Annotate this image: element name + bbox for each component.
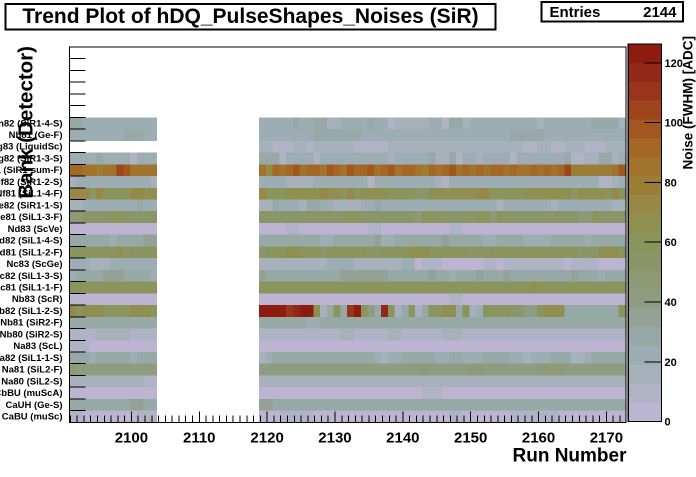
svg-text:Nb82 (SiL1-2-S): Nb82 (SiL1-2-S) (0, 306, 63, 317)
svg-text:CbBU (muScA): CbBU (muScA) (0, 388, 63, 399)
svg-text:Noise (FWHM) [ADC]: Noise (FWHM) [ADC] (681, 36, 696, 169)
svg-text:2140: 2140 (386, 430, 419, 447)
svg-text:Nd81 (SiL1-2-F): Nd81 (SiL1-2-F) (0, 247, 63, 258)
svg-text:Ng81 (SiR1-sum-F): Ng81 (SiR1-sum-F) (0, 165, 63, 176)
svg-text:Ne81 (SiL1-3-F): Ne81 (SiL1-3-F) (0, 212, 63, 223)
svg-text:2170: 2170 (590, 430, 623, 447)
svg-text:2144: 2144 (643, 4, 677, 21)
svg-text:Nc82 (SiL1-3-S): Nc82 (SiL1-3-S) (0, 271, 63, 282)
svg-text:Nb81 (SiR2-F): Nb81 (SiR2-F) (0, 318, 62, 329)
svg-text:Nb83 (ScR): Nb83 (ScR) (12, 294, 63, 305)
svg-text:Nc83 (ScGe): Nc83 (ScGe) (7, 259, 63, 270)
svg-text:Trend Plot of hDQ_PulseShapes_: Trend Plot of hDQ_PulseShapes_Noises (Si… (22, 5, 478, 28)
svg-text:20: 20 (665, 357, 677, 369)
svg-text:40: 40 (665, 297, 677, 309)
svg-text:CaBU (muSc): CaBU (muSc) (2, 412, 63, 423)
svg-text:Ng82 (SiR1-3-S): Ng82 (SiR1-3-S) (0, 153, 63, 164)
svg-text:2130: 2130 (318, 430, 351, 447)
svg-text:Bank (Detector): Bank (Detector) (15, 46, 38, 199)
svg-text:CaUH (Ge-S): CaUH (Ge-S) (5, 400, 62, 411)
svg-text:2150: 2150 (454, 430, 487, 447)
svg-text:2110: 2110 (183, 430, 216, 447)
svg-text:2120: 2120 (250, 430, 283, 447)
svg-text:Nh81 (Ge-F): Nh81 (Ge-F) (9, 130, 63, 141)
svg-text:0: 0 (665, 417, 671, 429)
svg-text:2100: 2100 (115, 430, 148, 447)
svg-text:Ng83 (LiquidSc): Ng83 (LiquidSc) (0, 142, 63, 153)
svg-text:Nf82 (SiR1-2-S): Nf82 (SiR1-2-S) (0, 177, 63, 188)
svg-text:Ne82 (SiR1-1-S): Ne82 (SiR1-1-S) (0, 200, 63, 211)
svg-text:Nf81 (SiL1-4-F): Nf81 (SiL1-4-F) (0, 189, 63, 200)
svg-text:Entries: Entries (550, 4, 601, 21)
svg-text:Na80 (SiL2-S): Na80 (SiL2-S) (1, 376, 62, 387)
svg-text:Nb80 (SiR2-S): Nb80 (SiR2-S) (0, 329, 63, 340)
svg-text:60: 60 (665, 237, 677, 249)
svg-text:2160: 2160 (522, 430, 555, 447)
svg-text:100: 100 (665, 118, 683, 130)
svg-text:120: 120 (665, 58, 683, 70)
svg-text:Nd83 (ScVe): Nd83 (ScVe) (8, 224, 63, 235)
svg-text:Na83 (ScL): Na83 (ScL) (13, 341, 62, 352)
svg-text:Na81 (SiL2-F): Na81 (SiL2-F) (2, 365, 63, 376)
svg-text:Na82 (SiL1-1-S): Na82 (SiL1-1-S) (0, 353, 63, 364)
svg-text:Nd82 (SiL1-4-S): Nd82 (SiL1-4-S) (0, 236, 63, 247)
svg-text:Nc81 (SiL1-1-F): Nc81 (SiL1-1-F) (0, 282, 63, 293)
svg-text:80: 80 (665, 177, 677, 189)
svg-text:Nh82 (SiR1-4-S): Nh82 (SiR1-4-S) (0, 118, 63, 129)
svg-text:Run Number: Run Number (513, 446, 628, 467)
